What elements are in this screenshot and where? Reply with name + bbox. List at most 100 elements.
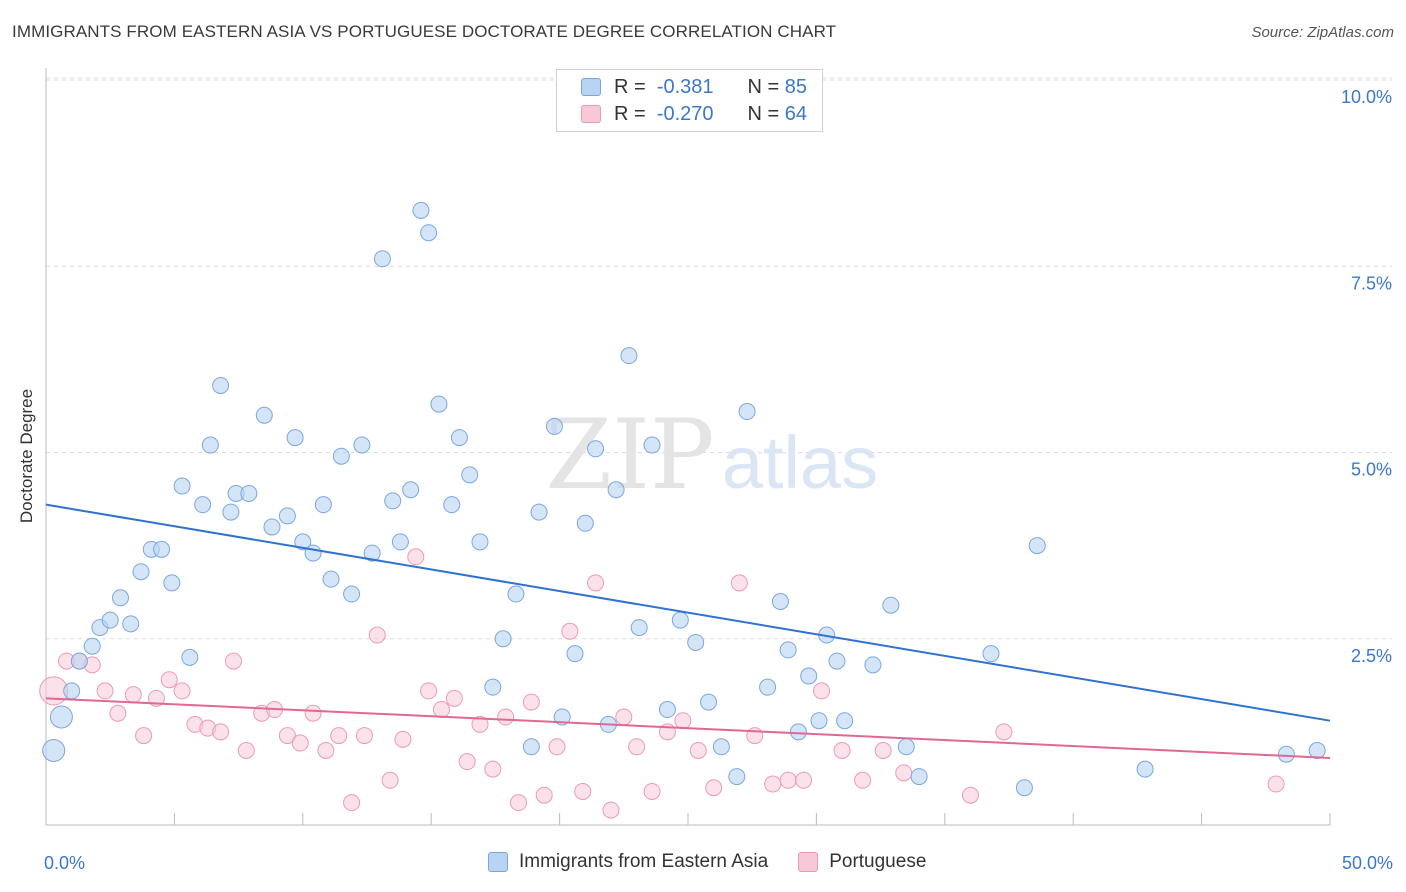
data-point-portuguese xyxy=(304,704,322,722)
data-point-eastern-asia xyxy=(738,403,756,421)
data-point-eastern-asia xyxy=(240,484,258,502)
data-point-eastern-asia xyxy=(728,768,746,786)
source-label: Source: ZipAtlas.com xyxy=(1251,24,1394,41)
data-point-portuguese xyxy=(995,723,1013,741)
data-point-eastern-asia xyxy=(83,637,101,655)
data-point-portuguese xyxy=(291,734,309,752)
data-point-eastern-asia xyxy=(420,224,438,242)
data-point-eastern-asia xyxy=(522,738,540,756)
data-point-eastern-asia xyxy=(897,738,915,756)
data-point-portuguese xyxy=(795,771,813,789)
data-point-eastern-asia xyxy=(800,667,818,685)
data-point-eastern-asia xyxy=(1136,760,1154,778)
data-point-eastern-asia xyxy=(212,376,230,394)
data-point-portuguese xyxy=(330,727,348,745)
data-point-eastern-asia xyxy=(771,593,789,610)
legend-row-portuguese: R = -0.270 N = 64 xyxy=(581,102,807,126)
data-point-portuguese xyxy=(278,727,296,745)
legend-item-eastern-asia: Immigrants from Eastern Asia xyxy=(488,851,768,873)
y-tick-label: 2.5% xyxy=(1351,646,1392,666)
series-portuguese-points xyxy=(39,548,1285,819)
legend-label-portuguese: Portuguese xyxy=(829,851,927,872)
data-point-eastern-asia xyxy=(1277,745,1295,763)
data-point-eastern-asia xyxy=(322,570,340,588)
data-point-eastern-asia xyxy=(181,648,199,666)
data-point-portuguese xyxy=(420,682,438,700)
trend-line-eastern-asia xyxy=(45,503,1331,722)
legend-r-value: -0.270 xyxy=(656,102,714,125)
y-axis-label: Doctorate Degree xyxy=(17,388,36,524)
data-point-portuguese xyxy=(497,708,515,726)
data-point-eastern-asia xyxy=(173,477,191,495)
data-point-eastern-asia xyxy=(163,574,181,592)
data-point-portuguese xyxy=(779,771,797,789)
data-point-eastern-asia xyxy=(111,589,129,607)
correlation-legend: R = -0.381 N = 85 R = -0.270 N = 64 xyxy=(556,69,823,132)
data-point-portuguese xyxy=(615,708,633,726)
data-point-eastern-asia xyxy=(507,585,525,603)
data-point-portuguese xyxy=(173,682,191,700)
data-point-portuguese xyxy=(764,775,782,793)
data-point-eastern-asia xyxy=(294,533,312,551)
data-point-eastern-asia xyxy=(63,682,81,700)
data-point-portuguese xyxy=(587,574,605,592)
data-point-portuguese xyxy=(689,742,707,759)
tick-labels: 2.5% 5.0% 7.5% 10.0% 0.0% 50.0% xyxy=(44,87,1393,873)
data-point-eastern-asia xyxy=(1015,779,1033,797)
data-point-portuguese xyxy=(602,801,620,819)
data-point-portuguese xyxy=(854,771,872,789)
data-point-eastern-asia xyxy=(566,645,584,663)
data-point-eastern-asia xyxy=(484,678,502,696)
gridlines xyxy=(46,77,1392,640)
legend-n-value: 85 xyxy=(784,75,807,98)
data-point-eastern-asia xyxy=(545,417,563,435)
x-tick-label: 50.0% xyxy=(1342,853,1393,873)
y-tick-label: 10.0% xyxy=(1341,87,1392,107)
data-point-eastern-asia xyxy=(49,705,73,729)
legend-swatch-blue xyxy=(488,852,508,872)
data-point-eastern-asia xyxy=(789,723,807,741)
legend-swatch-blue xyxy=(581,78,601,96)
data-point-portuguese xyxy=(548,738,566,756)
legend-n-label: N = xyxy=(747,102,780,125)
data-point-eastern-asia xyxy=(607,481,625,499)
data-point-eastern-asia xyxy=(779,641,797,659)
data-point-eastern-asia xyxy=(443,496,461,514)
data-point-portuguese xyxy=(674,712,692,730)
data-point-eastern-asia xyxy=(343,585,361,603)
data-point-portuguese xyxy=(574,782,592,800)
data-point-eastern-asia xyxy=(430,395,448,413)
data-point-portuguese xyxy=(628,738,646,756)
data-point-eastern-asia xyxy=(194,496,212,514)
data-point-eastern-asia xyxy=(255,406,273,424)
data-point-eastern-asia xyxy=(620,347,638,365)
data-point-portuguese xyxy=(368,626,386,644)
data-point-portuguese xyxy=(730,574,748,592)
data-point-eastern-asia xyxy=(363,544,381,562)
data-point-eastern-asia xyxy=(384,492,402,510)
data-point-eastern-asia xyxy=(630,619,648,637)
data-point-eastern-asia xyxy=(700,693,718,711)
data-point-eastern-asia xyxy=(810,712,828,730)
data-point-portuguese xyxy=(109,704,127,722)
data-point-eastern-asia xyxy=(450,429,468,447)
trend-lines xyxy=(45,503,1331,759)
data-point-portuguese xyxy=(813,682,831,700)
data-point-eastern-asia xyxy=(70,652,88,670)
data-point-eastern-asia xyxy=(687,633,705,651)
data-point-eastern-asia xyxy=(1308,742,1326,759)
data-point-portuguese xyxy=(135,727,153,745)
legend-label-eastern-asia: Immigrants from Eastern Asia xyxy=(519,851,769,872)
legend-swatch-pink xyxy=(798,852,819,872)
data-point-eastern-asia xyxy=(864,656,882,674)
data-point-portuguese xyxy=(895,764,913,782)
data-point-portuguese xyxy=(833,742,851,759)
data-point-portuguese xyxy=(432,701,450,719)
trend-line-portuguese xyxy=(45,697,1331,759)
legend-r-label: R = xyxy=(614,75,646,98)
data-point-portuguese xyxy=(445,689,463,707)
data-point-eastern-asia xyxy=(530,503,548,521)
data-point-eastern-asia xyxy=(882,596,900,614)
y-tick-label: 7.5% xyxy=(1351,273,1392,293)
